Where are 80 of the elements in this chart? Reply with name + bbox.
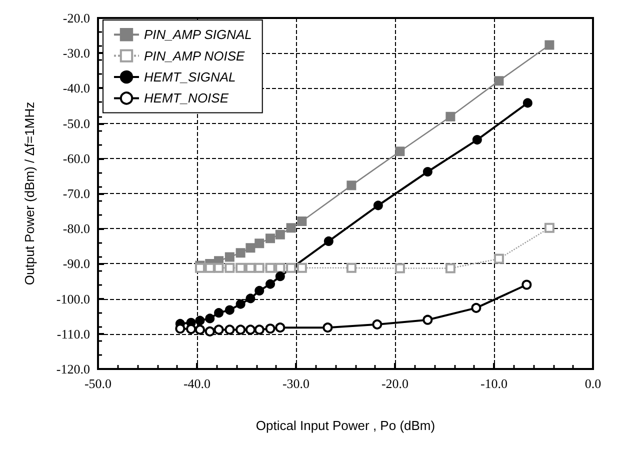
- point: [246, 243, 256, 253]
- point: [214, 262, 224, 273]
- point: [204, 262, 215, 273]
- point: [236, 299, 246, 309]
- y-tick-label: -120.0: [56, 362, 90, 376]
- x-tick-label: -40.0: [183, 376, 211, 391]
- legend-label: PIN_AMP SIGNAL: [144, 27, 252, 42]
- y-tick-label: -100.0: [56, 291, 90, 306]
- point: [472, 135, 482, 145]
- point: [254, 324, 264, 335]
- point: [395, 146, 405, 156]
- point: [245, 262, 256, 273]
- point: [322, 322, 333, 333]
- point: [394, 263, 405, 274]
- point: [236, 262, 246, 273]
- point: [205, 314, 215, 324]
- point: [522, 280, 532, 290]
- point: [236, 324, 246, 335]
- point: [544, 222, 554, 233]
- point: [346, 262, 356, 273]
- y-tick-label: -30.0: [62, 46, 90, 61]
- point: [275, 322, 286, 333]
- y-tick-label: -60.0: [62, 150, 90, 166]
- point: [372, 319, 382, 330]
- point: [346, 180, 356, 190]
- point: [204, 326, 215, 336]
- point: [286, 223, 296, 233]
- x-tick-label: -50.0: [84, 376, 112, 391]
- point: [522, 98, 532, 108]
- x-axis-title: Optical Input Power , Po (dBm): [256, 418, 436, 433]
- point: [422, 314, 433, 325]
- point: [254, 238, 264, 248]
- point: [194, 324, 205, 335]
- point: [195, 316, 205, 326]
- point: [544, 40, 554, 50]
- point: [194, 262, 205, 273]
- point: [214, 324, 224, 335]
- point: [446, 112, 456, 122]
- point: [471, 302, 482, 313]
- point: [266, 234, 276, 244]
- point: [275, 230, 285, 240]
- y-tick-label: -90.0: [62, 256, 90, 272]
- point: [297, 216, 307, 226]
- point: [224, 324, 235, 335]
- point: [445, 263, 456, 274]
- point: [245, 324, 256, 335]
- point: [246, 294, 256, 304]
- x-tick-label: -10.0: [480, 376, 508, 391]
- point: [265, 262, 276, 273]
- x-tick-label: 0.0: [584, 376, 602, 391]
- point: [224, 305, 234, 315]
- y-tick-label: -80.0: [62, 221, 90, 236]
- point: [254, 262, 264, 273]
- y-tick-label: -50.0: [62, 116, 90, 131]
- x-tick-label: -20.0: [381, 376, 409, 391]
- point: [286, 262, 296, 273]
- point: [275, 272, 285, 282]
- point: [265, 324, 276, 334]
- point: [494, 76, 504, 86]
- point: [373, 200, 383, 210]
- point: [275, 262, 286, 273]
- y-axis-title: Output Power (dBm) / Δf=1MHz: [22, 102, 37, 286]
- point: [324, 236, 334, 246]
- point: [224, 262, 235, 273]
- legend-label: HEMT_NOISE: [144, 90, 229, 106]
- legend-label: HEMT_SIGNAL: [144, 70, 236, 84]
- point: [236, 248, 246, 258]
- point: [422, 166, 432, 176]
- y-tick-label: -40.0: [62, 80, 90, 96]
- y-tick-label: -20.0: [62, 10, 90, 26]
- y-tick-label: -110.0: [56, 326, 90, 342]
- point: [214, 308, 224, 318]
- point: [254, 286, 264, 296]
- point: [224, 252, 234, 262]
- point: [494, 254, 504, 264]
- point: [266, 279, 276, 289]
- legend-label: PIN_AMP NOISE: [144, 48, 245, 64]
- x-tick-label: -30.0: [282, 376, 310, 391]
- y-tick-label: -70.0: [62, 186, 90, 201]
- point: [296, 262, 307, 273]
